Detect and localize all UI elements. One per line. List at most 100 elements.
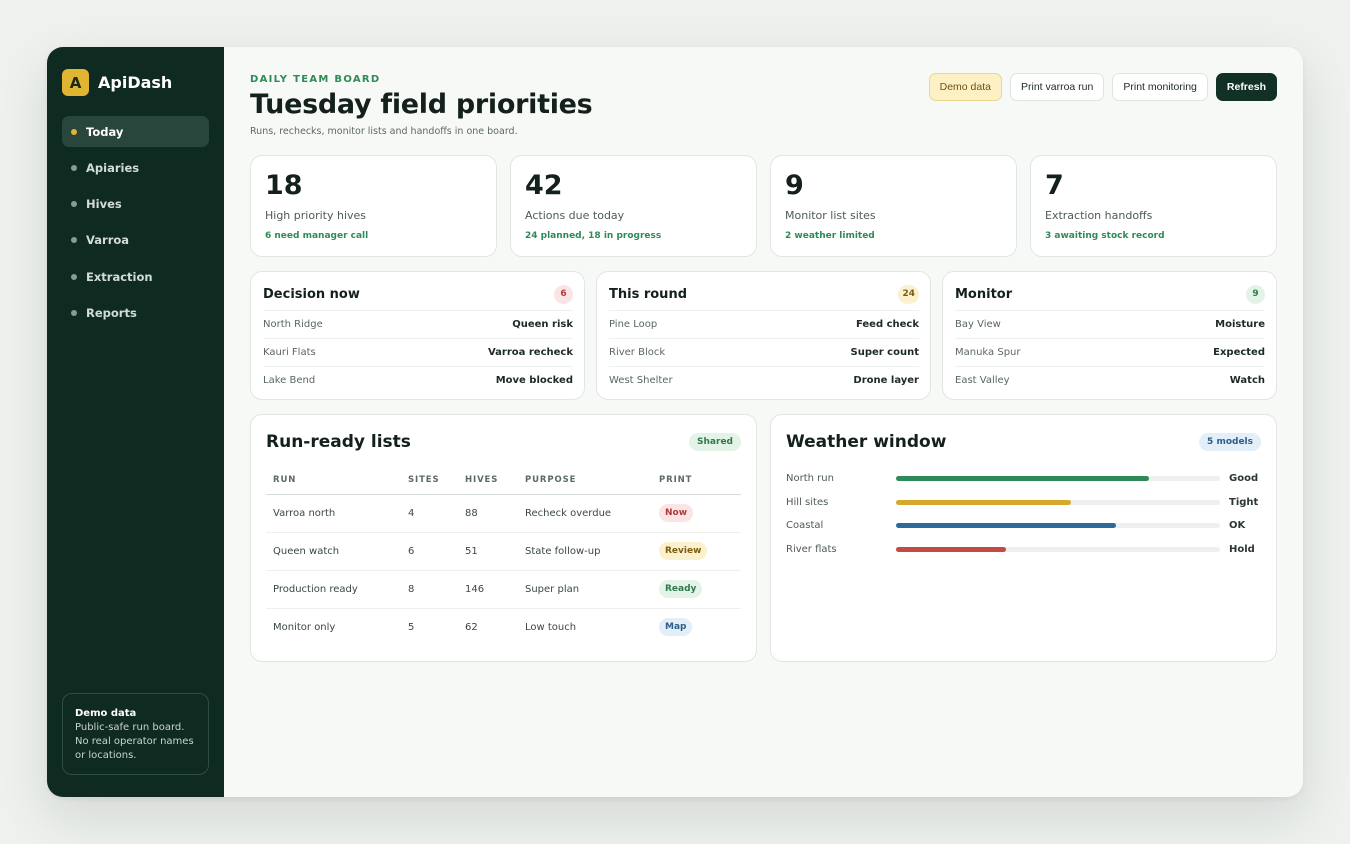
table-row[interactable]: Monitor only 5 62 Low touch Map [266,608,741,646]
list-item-site: Manuka Spur [955,347,1021,358]
weather-bar [896,547,1220,553]
weather-row-status: OK [1229,520,1246,532]
run-ready-card: Run-ready lists Shared RUN SITES HIVES P… [250,414,757,662]
header-actions: Demo data Print varroa run Print monitor… [928,73,1277,101]
kpi-note: 3 awaiting stock record [1045,231,1165,241]
weather-bar-fill [896,523,1117,529]
kpi-value: 7 [1045,170,1064,201]
sidebar-item-apiaries[interactable]: Apiaries [62,152,209,183]
kpi-value: 42 [525,170,563,201]
cell-sites: 4 [401,494,458,533]
sidebar-item-label: Varroa [86,233,130,248]
cell-run: Monitor only [273,621,336,633]
cell-hives: 146 [458,570,518,609]
dot-icon [71,309,77,316]
list-item[interactable]: East Valley Watch [955,366,1265,394]
kpi-label: Actions due today [525,209,625,222]
list-item-action: Queen risk [512,319,573,330]
demo-data-note: Demo data Public-safe run board. No real… [62,693,209,775]
sidebar-item-label: Today [86,124,124,139]
weather-row-status: Hold [1229,544,1255,556]
sidebar-nav: Today Apiaries Hives Varroa Extraction R… [62,116,209,334]
list-title: Decision now [263,286,360,302]
weather-row: North run Good [786,467,1261,491]
print-varroa-run-button[interactable]: Print varroa run [1009,73,1105,101]
weather-row: Hill sites Tight [786,491,1261,515]
table-row[interactable]: Varroa north 4 88 Recheck overdue Now [266,494,741,533]
list-item-site: Kauri Flats [263,347,316,358]
run-ready-table: RUN SITES HIVES PURPOSE PRINT Varroa nor… [266,475,741,646]
cell-purpose: Recheck overdue [518,494,652,533]
list-item[interactable]: North Ridge Queen risk [263,310,573,338]
sidebar-item-extraction[interactable]: Extraction [62,261,209,292]
app-window: A ApiDash Today Apiaries Hives Varroa [47,47,1303,797]
brand-name: ApiDash [98,73,173,92]
sidebar-item-varroa[interactable]: Varroa [62,225,209,256]
count-badge: 6 [554,284,573,304]
column-header-hives: HIVES [458,475,518,495]
list-item-action: Expected [1213,347,1265,358]
list-item-action: Feed check [855,319,919,330]
list-item-site: Pine Loop [609,319,658,330]
list-item-site: North Ridge [263,319,323,330]
list-item[interactable]: West Shelter Drone layer [609,366,919,394]
column-header-sites: SITES [401,475,458,495]
kpi-card-actions-due[interactable]: 42 Actions due today 24 planned, 18 in p… [510,155,757,257]
list-item-action: Move blocked [495,375,573,386]
print-monitoring-button[interactable]: Print monitoring [1112,73,1208,101]
table-row[interactable]: Queen watch 6 51 State follow-up Review [266,532,741,571]
list-item-site: Bay View [955,319,1001,330]
list-item[interactable]: Lake Bend Move blocked [263,366,573,394]
demo-data-button[interactable]: Demo data [928,73,1002,101]
sidebar-item-hives[interactable]: Hives [62,189,209,220]
cell-run: Production ready [266,570,401,609]
list-item-site: River Block [609,347,666,358]
kpi-label: Extraction handoffs [1045,209,1153,222]
weather-bar-fill [896,499,1071,505]
weather-bar [896,499,1220,505]
demo-note-text: Public-safe run board. No real operator … [75,722,194,761]
list-item[interactable]: Pine Loop Feed check [609,310,919,338]
kpi-card-high-priority[interactable]: 18 High priority hives 6 need manager ca… [250,155,497,257]
cell-sites: 5 [408,621,415,633]
cell-hives: 51 [458,532,518,571]
list-item[interactable]: Manuka Spur Expected [955,338,1265,366]
brand[interactable]: A ApiDash [62,69,172,96]
shared-badge: Shared [689,433,741,451]
cell-run: Queen watch [266,532,401,571]
weather-row-label: Hill sites [786,496,829,508]
list-card-monitor: Monitor 9 Bay View Moisture Manuka Spur Ex… [942,271,1277,400]
dot-icon [71,273,77,280]
list-item-action: Super count [850,347,920,358]
brand-logo-icon: A [62,69,89,96]
list-item[interactable]: Kauri Flats Varroa recheck [263,338,573,366]
table-row[interactable]: Production ready 8 146 Super plan Ready [266,570,741,609]
print-tag[interactable]: Review [659,542,708,560]
list-item[interactable]: Bay View Moisture [955,310,1265,338]
weather-bar [896,476,1220,482]
kpi-card-extraction-handoffs[interactable]: 7 Extraction handoffs 3 awaiting stock r… [1030,155,1277,257]
weather-row-label: River flats [786,544,837,556]
dot-icon [71,201,77,208]
sidebar-item-label: Apiaries [86,160,140,175]
list-card-this-round: This round 24 Pine Loop Feed check River … [596,271,931,400]
print-tag[interactable]: Ready [659,580,703,598]
kpi-card-monitor-sites[interactable]: 9 Monitor list sites 2 weather limited [770,155,1017,257]
dot-icon [71,128,77,135]
print-tag[interactable]: Now [659,504,694,522]
count-badge: 24 [898,284,919,304]
sidebar-item-reports[interactable]: Reports [62,297,209,328]
refresh-button[interactable]: Refresh [1215,73,1277,101]
list-card-decision-now: Decision now 6 North Ridge Queen risk Kau… [250,271,585,400]
column-header-purpose: PURPOSE [518,475,652,495]
kpi-label: High priority hives [265,209,367,222]
list-item-action: Moisture [1215,319,1265,330]
list-title: Monitor [955,286,1013,302]
list-item-action: Varroa recheck [487,347,573,358]
sidebar-item-today[interactable]: Today [62,116,209,147]
column-header-run: RUN [266,475,401,495]
kpi-note: 6 need manager call [265,231,369,241]
priority-lists: Decision now 6 North Ridge Queen risk Kau… [250,271,1277,400]
print-tag[interactable]: Map [659,618,693,637]
list-item[interactable]: River Block Super count [609,338,919,366]
